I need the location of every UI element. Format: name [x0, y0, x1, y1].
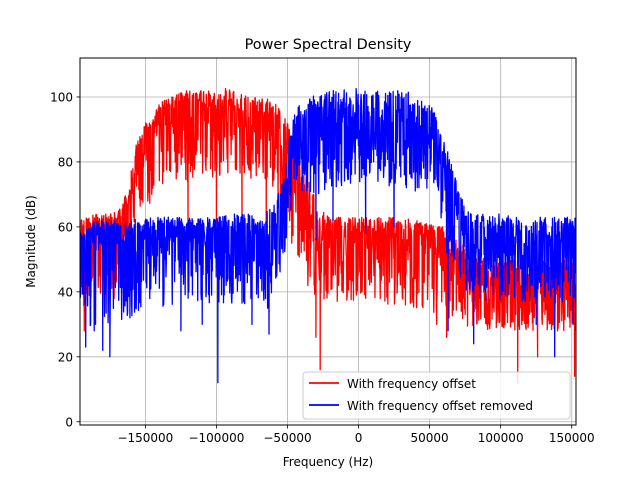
x-tick-label: 100000 [478, 431, 524, 445]
x-tick-label: −50000 [263, 431, 311, 445]
x-tick-label: −100000 [188, 431, 244, 445]
y-tick-label: 60 [58, 220, 73, 234]
y-tick-label: 80 [58, 155, 73, 169]
legend-box [302, 371, 571, 420]
chart-title: Power Spectral Density [245, 37, 412, 53]
x-axis-label: Frequency (Hz) [283, 455, 374, 469]
y-tick-label: 20 [58, 350, 73, 364]
series-line-offset-removed [80, 87, 576, 384]
x-tick-label: 50000 [411, 431, 449, 445]
legend-label-offset-removed: With frequency offset removed [347, 399, 533, 413]
y-axis: 0 20 40 60 80 100 [50, 90, 80, 429]
y-tick-label: 40 [58, 285, 73, 299]
series-layer [80, 87, 576, 384]
x-tick-label: 0 [355, 431, 363, 445]
y-axis-label: Magnitude (dB) [24, 195, 38, 288]
x-tick-label: −150000 [117, 431, 173, 445]
x-axis: −150000 −100000 −50000 0 50000 100000 150000 [117, 425, 595, 445]
y-tick-label: 0 [65, 415, 73, 429]
legend: With frequency offset With frequency off… [302, 371, 571, 420]
x-tick-label: 150000 [549, 431, 595, 445]
plot-frame [79, 57, 577, 426]
legend-label-with-offset: With frequency offset [347, 377, 476, 391]
y-tick-label: 100 [50, 90, 73, 104]
